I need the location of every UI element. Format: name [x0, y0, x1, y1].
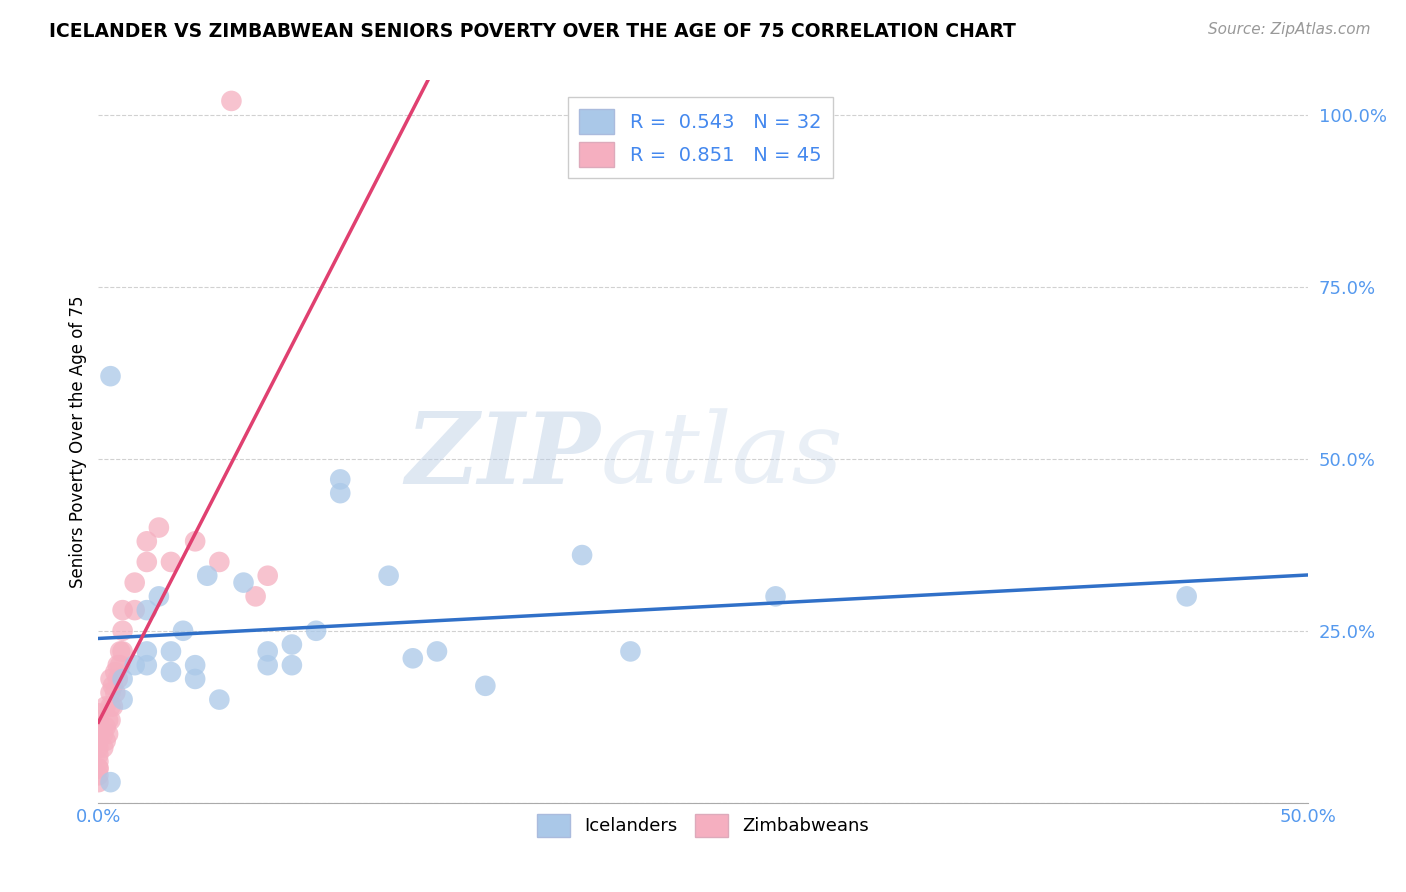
Point [87, 720, 110, 734]
Text: ZIP: ZIP [405, 408, 600, 504]
Point [281, 658, 304, 673]
Point [160, 665, 183, 679]
Point [135, 555, 157, 569]
Point [160, 644, 183, 658]
Point [245, 590, 267, 604]
Point [87, 727, 110, 741]
Point [195, 568, 218, 582]
Point [329, 486, 352, 500]
Point [135, 603, 157, 617]
Point [111, 644, 134, 658]
Point [87, 761, 110, 775]
Text: ICELANDER VS ZIMBABWEAN SENIORS POVERTY OVER THE AGE OF 75 CORRELATION CHART: ICELANDER VS ZIMBABWEAN SENIORS POVERTY … [49, 22, 1017, 41]
Point [87, 706, 110, 721]
Point [1175, 590, 1198, 604]
Point [100, 775, 122, 789]
Point [160, 555, 183, 569]
Point [101, 679, 124, 693]
Point [256, 568, 278, 582]
Point [100, 686, 122, 700]
Point [148, 590, 170, 604]
Point [256, 644, 278, 658]
Point [107, 658, 129, 673]
Point [108, 644, 131, 658]
Point [135, 534, 157, 549]
Point [124, 603, 146, 617]
Point [305, 624, 328, 638]
Point [108, 658, 131, 673]
Point [87, 775, 110, 789]
Point [111, 603, 134, 617]
Point [94, 699, 117, 714]
Point [232, 575, 254, 590]
Point [87, 740, 110, 755]
Point [426, 644, 449, 658]
Point [100, 699, 122, 714]
Point [100, 713, 122, 727]
Point [104, 665, 127, 679]
Point [94, 720, 117, 734]
Point [101, 699, 124, 714]
Point [402, 651, 425, 665]
Point [97, 713, 120, 727]
Point [100, 672, 122, 686]
Point [91, 727, 114, 741]
Point [100, 369, 122, 384]
Point [97, 727, 120, 741]
Point [111, 692, 134, 706]
Point [281, 638, 304, 652]
Point [87, 734, 110, 748]
Point [91, 740, 114, 755]
Point [87, 768, 110, 782]
Point [619, 644, 641, 658]
Point [87, 713, 110, 727]
Point [571, 548, 593, 562]
Point [135, 644, 157, 658]
Text: Source: ZipAtlas.com: Source: ZipAtlas.com [1208, 22, 1371, 37]
Point [148, 520, 170, 534]
Point [377, 568, 399, 582]
Y-axis label: Seniors Poverty Over the Age of 75: Seniors Poverty Over the Age of 75 [69, 295, 87, 588]
Point [94, 734, 117, 748]
Point [765, 590, 787, 604]
Point [172, 624, 194, 638]
Point [208, 692, 231, 706]
Point [221, 94, 243, 108]
Point [87, 747, 110, 762]
Point [107, 672, 129, 686]
Point [87, 761, 110, 775]
Point [135, 658, 157, 673]
Text: atlas: atlas [600, 409, 844, 504]
Point [256, 658, 278, 673]
Legend: Icelanders, Zimbabweans: Icelanders, Zimbabweans [526, 803, 880, 848]
Point [184, 534, 207, 549]
Point [329, 472, 352, 486]
Point [111, 624, 134, 638]
Point [124, 658, 146, 673]
Point [474, 679, 496, 693]
Point [208, 555, 231, 569]
Point [124, 575, 146, 590]
Point [184, 658, 207, 673]
Point [104, 686, 127, 700]
Point [184, 672, 207, 686]
Point [87, 755, 110, 769]
Point [111, 672, 134, 686]
